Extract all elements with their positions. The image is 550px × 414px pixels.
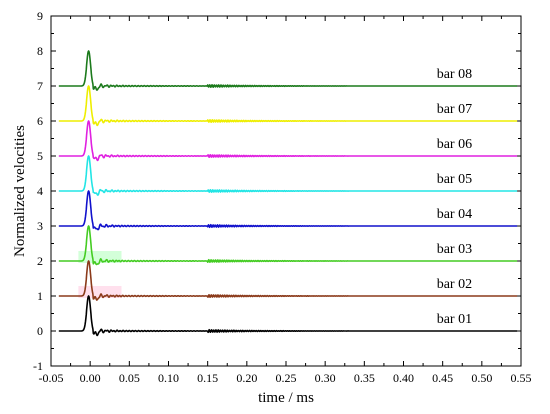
y-tick-label: 1	[37, 289, 43, 303]
y-tick-label: 9	[37, 9, 43, 23]
y-tick-label: 0	[37, 324, 43, 338]
x-tick-label: -0.05	[39, 371, 64, 385]
x-axis-ticks: -0.05 0.00 0.05 0.10 0.15 0.20 0.25 0.30 0.35 0.4…	[39, 16, 532, 385]
y-tick-label: 4	[37, 184, 43, 198]
y-tick-label: 5	[37, 149, 43, 163]
y-tick-label: 3	[37, 219, 43, 233]
series-lines	[58, 50, 518, 337]
x-tick-label: 0.50	[471, 371, 492, 385]
series-line	[58, 85, 518, 127]
x-tick-label: 0.20	[236, 371, 257, 385]
x-tick-label: 0.30	[315, 371, 336, 385]
series-bands	[78, 251, 122, 298]
x-tick-label: 0.45	[432, 371, 453, 385]
series-line	[58, 50, 518, 91]
x-tick-label: 0.00	[80, 371, 101, 385]
series-line	[58, 120, 518, 162]
series-label: bar 02	[437, 277, 472, 292]
y-tick-label: -1	[33, 359, 43, 373]
series-band	[78, 251, 122, 263]
series-label: bar 05	[437, 172, 472, 187]
y-tick-label: 2	[37, 254, 43, 268]
series-line	[58, 155, 518, 196]
y-tick-label: 8	[37, 44, 43, 58]
series-line	[58, 295, 518, 337]
y-axis-ticks: -1 0 1 2 3 4 5 6 7 8 9	[33, 9, 521, 373]
series-label: bar 06	[437, 137, 472, 152]
series-label: bar 08	[437, 67, 472, 82]
x-tick-label: 0.15	[197, 371, 218, 385]
x-tick-label: 0.05	[119, 371, 140, 385]
x-tick-label: 0.55	[511, 371, 532, 385]
series-labels: bar 01 bar 02 bar 03 bar 04 bar 05 bar 06 bar …	[437, 67, 472, 327]
x-tick-label: 0.35	[354, 371, 375, 385]
series-label: bar 01	[437, 312, 472, 327]
series-line	[58, 225, 518, 266]
x-tick-label: 0.10	[158, 371, 179, 385]
y-axis-title: Normalized velocities	[12, 125, 28, 257]
series-line	[58, 260, 518, 301]
y-tick-label: 7	[37, 79, 43, 93]
series-line	[58, 190, 518, 231]
x-tick-label: 0.40	[393, 371, 414, 385]
series-label: bar 03	[437, 242, 472, 257]
y-tick-label: 6	[37, 114, 43, 128]
x-tick-label: 0.25	[276, 371, 297, 385]
x-axis-title: time / ms	[258, 390, 314, 406]
series-label: bar 07	[437, 102, 472, 117]
series-label: bar 04	[437, 207, 472, 222]
